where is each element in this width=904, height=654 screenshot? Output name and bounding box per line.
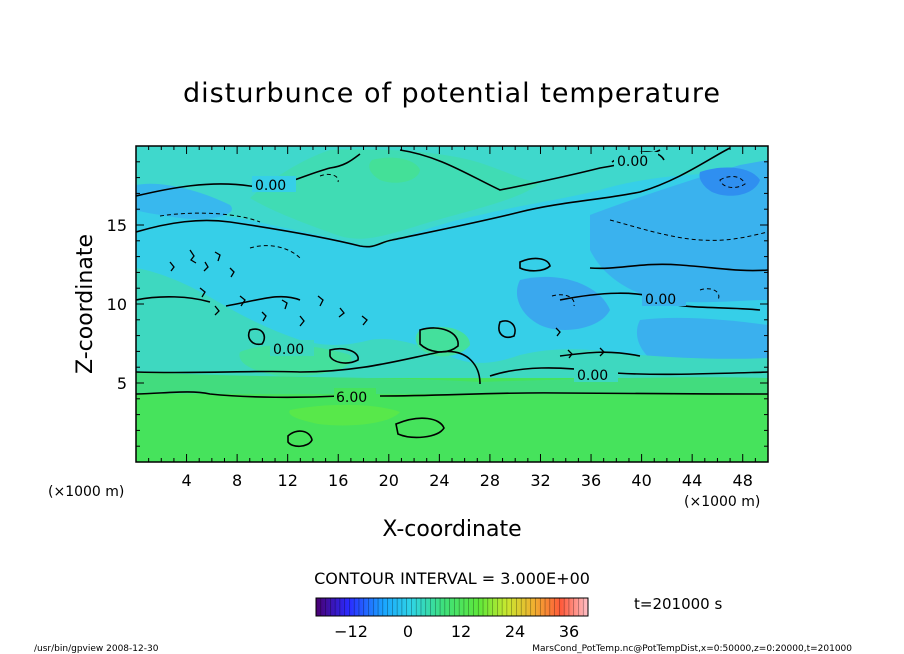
x-unit-left: (×1000 m)	[48, 484, 124, 500]
mid-green-blob-2	[415, 326, 470, 357]
y-tick-label: 15	[107, 216, 127, 235]
contour-label-3: 0.00	[645, 292, 676, 308]
contour-six	[136, 391, 768, 399]
contour-label-2: 0.00	[617, 154, 648, 170]
time-label: t=201000 s	[634, 595, 722, 613]
x-tick-label: 36	[581, 471, 601, 490]
lower-band-light-blob	[289, 404, 400, 426]
contour-label-5: 0.00	[577, 368, 608, 384]
dashed-contours	[159, 173, 768, 307]
footer-left: /usr/bin/gpview 2008-12-30	[34, 644, 159, 654]
contour-closed-5	[419, 327, 459, 353]
contour-interval-text: CONTOUR INTERVAL = 3.000E+00	[314, 569, 590, 588]
colorbar-tick-label: 24	[505, 622, 525, 641]
y-axis-label: Z-coordinate	[73, 234, 98, 374]
footer-right: MarsCond_PotTemp.nc@PotTempDist,x=0:5000…	[532, 644, 852, 654]
contour-closed-4	[498, 320, 516, 338]
x-tick-labels: 4 8 12 16 20 24 28 32 36 40 44 48	[182, 471, 753, 490]
contour-closed-6	[247, 328, 266, 346]
contour-closed-7	[329, 347, 359, 364]
small-contour-loops	[169, 249, 605, 359]
cold-patch-right	[590, 160, 768, 303]
x-tick-label: 44	[682, 471, 702, 490]
contour-closed-3	[519, 257, 551, 272]
contour-label-1: 0.00	[255, 178, 286, 194]
x-tick-label: 12	[278, 471, 298, 490]
y-tick-label: 10	[107, 295, 127, 314]
x-tick-label: 8	[232, 471, 242, 490]
colorbar-stripes	[315, 598, 589, 616]
x-tick-label: 28	[480, 471, 500, 490]
top-green-patch	[250, 149, 540, 239]
plot-area: 0.00 0.00 0.00 0.00 0.00 6.00	[136, 146, 768, 462]
x-tick-label: 40	[631, 471, 651, 490]
contour-closed-2	[287, 430, 313, 448]
x-tick-label: 32	[530, 471, 550, 490]
label-bg-4	[270, 340, 314, 356]
x-tick-label: 20	[379, 471, 399, 490]
label-bg-1	[252, 176, 296, 192]
y-tick-labels: 5 10 15	[107, 216, 127, 393]
contour-zero-upper-2	[136, 147, 731, 248]
y-tick-label: 5	[117, 374, 127, 393]
cold-patch-mid	[516, 276, 610, 330]
label-bg-3	[642, 290, 686, 306]
label-bg-5	[574, 366, 618, 382]
axis-ticks	[135, 145, 769, 463]
x-axis-label: X-coordinate	[382, 517, 521, 542]
chart-title: disturbunce of potential temperature	[183, 78, 721, 109]
colorbar-tick-label: 0	[403, 622, 413, 641]
contour-label-4: 0.00	[273, 342, 304, 358]
x-tick-label: 48	[733, 471, 753, 490]
lower-band-top-fade	[136, 372, 768, 394]
colorbar-tick-label: 36	[559, 622, 579, 641]
x-unit-right: (×1000 m)	[684, 494, 760, 510]
mid-green-blob	[239, 344, 352, 377]
x-tick-label: 4	[182, 471, 192, 490]
label-bg-6	[334, 388, 376, 404]
colorbar-fill	[316, 598, 588, 616]
colorbar-tick-label: 12	[451, 622, 471, 641]
cold-patch-core	[699, 167, 760, 196]
top-green-blob	[369, 157, 420, 183]
contour-label-6: 6.00	[336, 390, 367, 406]
colorbar-tick-label: −12	[334, 622, 368, 641]
contour-closed-1	[395, 417, 445, 439]
x-tick-label: 16	[328, 471, 348, 490]
label-bg-2	[614, 152, 658, 168]
contour-zero-mid	[136, 263, 768, 307]
colorbar-frame	[315, 597, 589, 617]
x-tick-label: 24	[429, 471, 449, 490]
contour-labels: 0.00 0.00 0.00 0.00 0.00 6.00	[252, 152, 686, 406]
cold-patch-left	[136, 183, 232, 220]
colorbar: −12 0 12 24 36	[315, 597, 589, 641]
